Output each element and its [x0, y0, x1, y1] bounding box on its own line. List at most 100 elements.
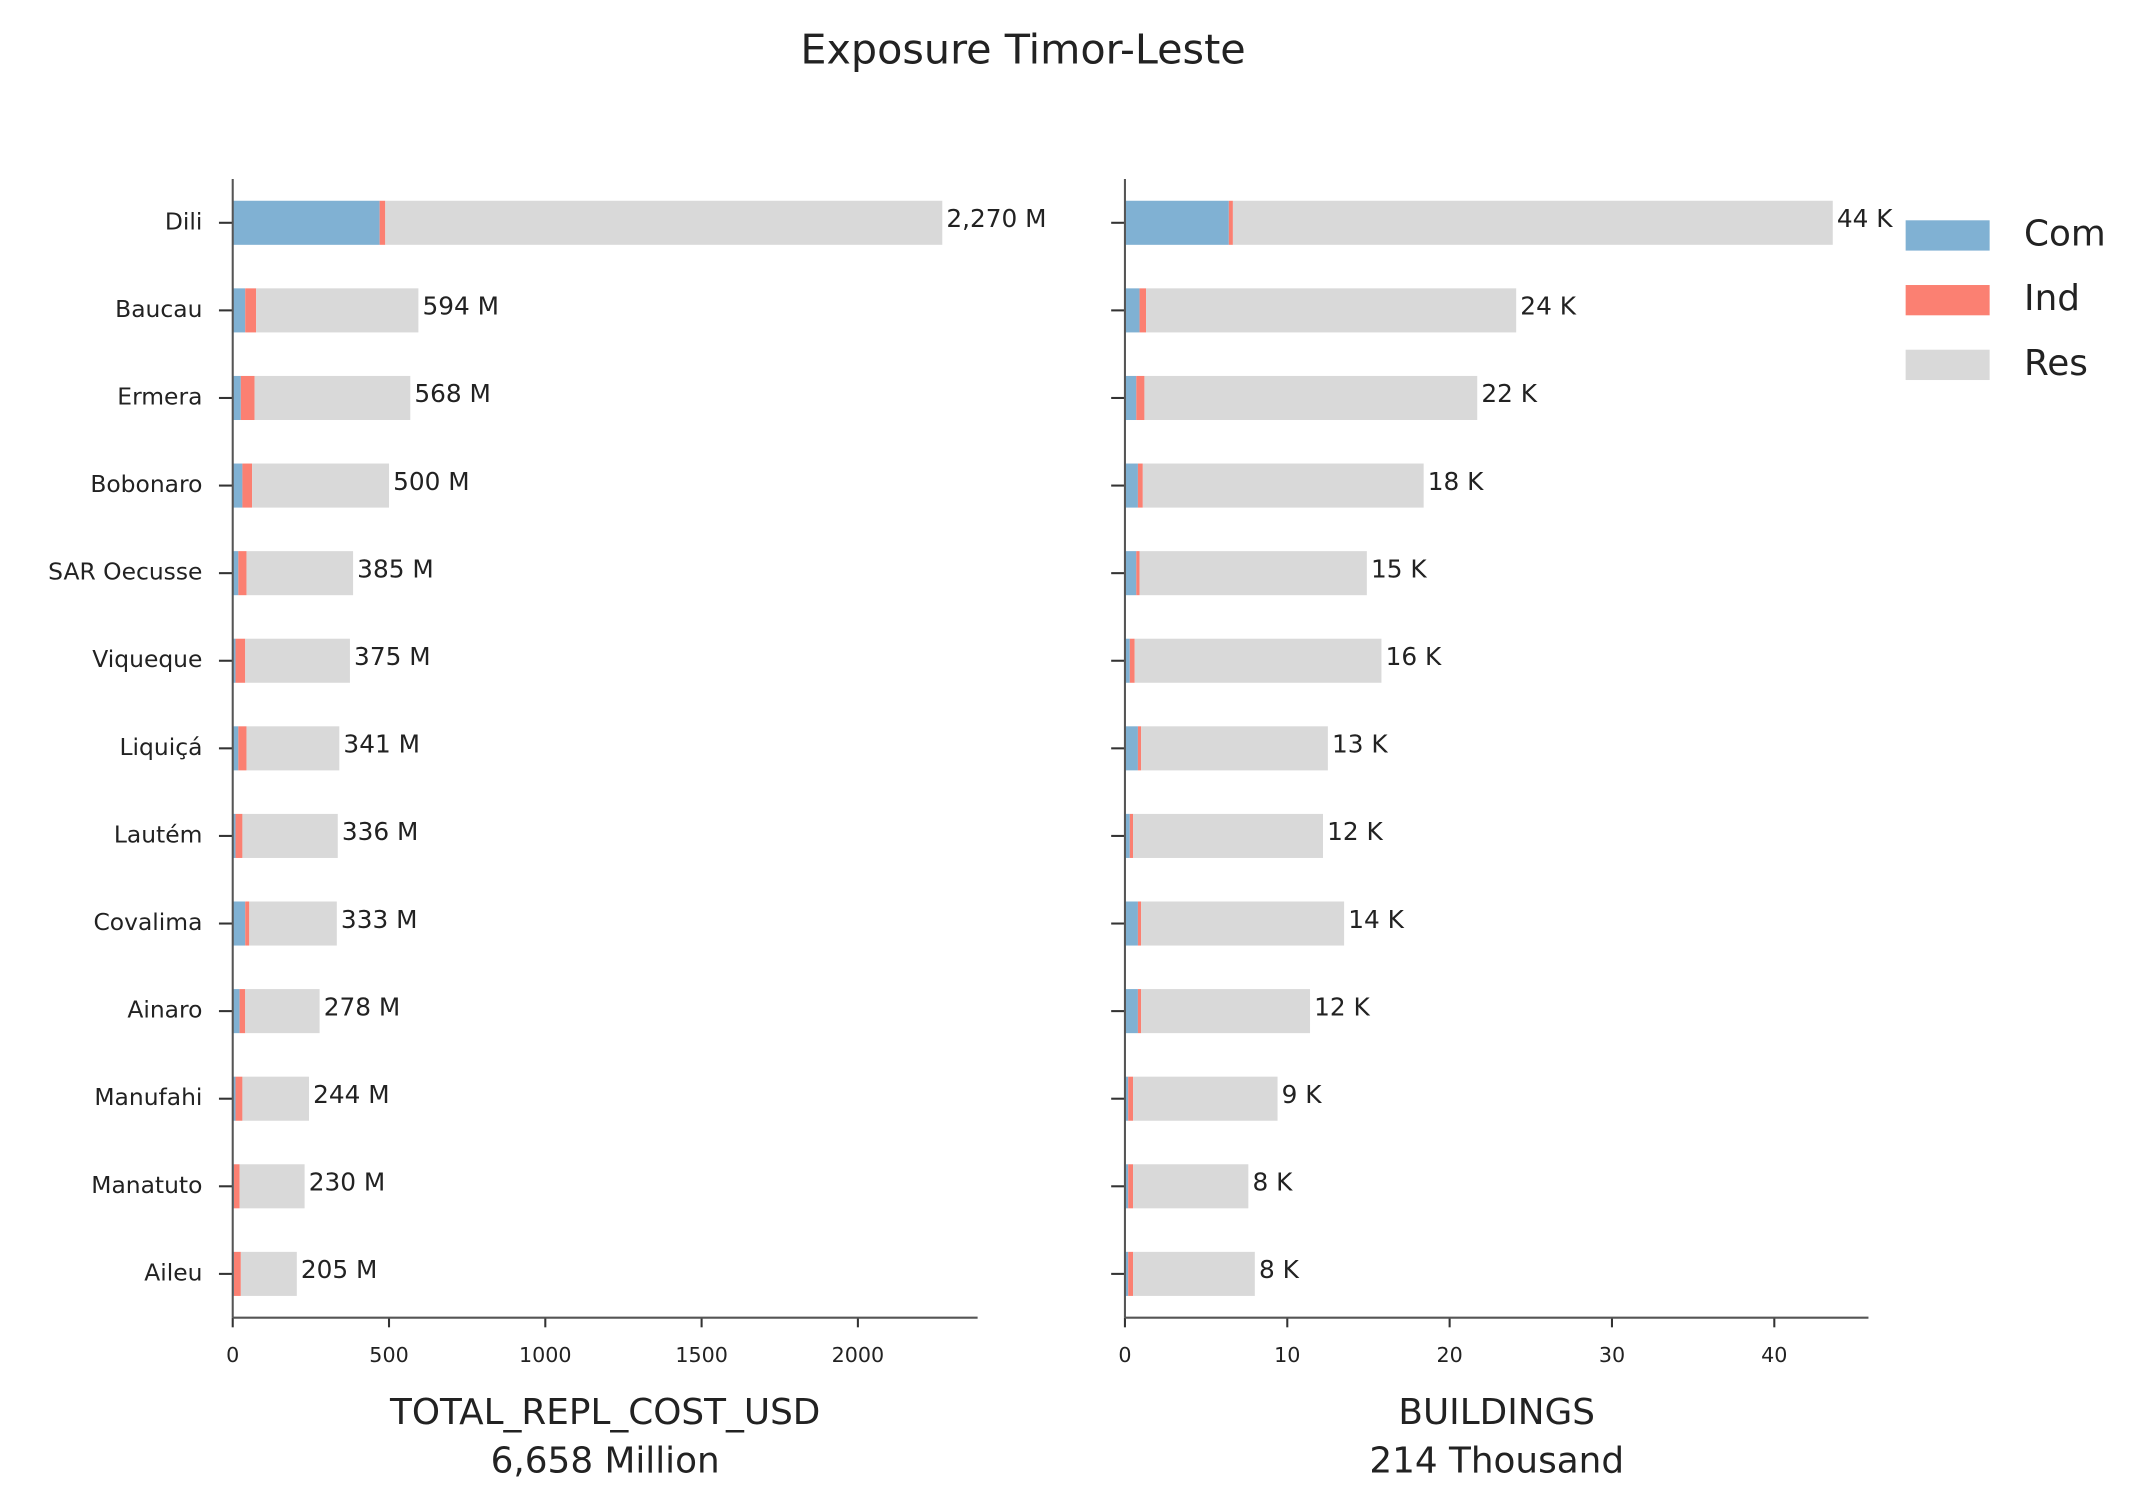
bar-segment: [242, 1076, 309, 1121]
legend-swatch: [1905, 285, 1990, 316]
bar-segment: [245, 989, 320, 1034]
y-tick-label: Lautém: [114, 820, 203, 848]
x-axis-label: TOTAL_REPL_COST_USD: [389, 1392, 820, 1433]
bar-segment: [232, 288, 246, 333]
y-tick-label: Aileu: [144, 1258, 202, 1286]
x-tick-label: 2000: [832, 1343, 885, 1367]
bar-segment: [232, 375, 241, 421]
bar-segment: [1124, 288, 1140, 333]
value-label: 385 M: [357, 554, 434, 583]
bar-segment: [1124, 551, 1137, 596]
bar-segment: [246, 726, 340, 771]
y-tick-label: Manufahi: [94, 1083, 202, 1111]
bar-segment: [1124, 200, 1229, 245]
bar-segment: [232, 200, 380, 245]
bar-segment: [233, 1251, 241, 1296]
bar-segment: [1133, 1164, 1249, 1209]
bar-segment: [232, 989, 240, 1034]
value-label: 44 K: [1837, 204, 1893, 233]
legend-label: Res: [2024, 343, 2088, 384]
bar-segment: [232, 463, 243, 508]
bar-segment: [1134, 638, 1382, 683]
bar-segment: [245, 901, 250, 946]
bar-segment: [1146, 288, 1517, 333]
bar-segment: [1141, 726, 1328, 771]
bar-segment: [1124, 1251, 1129, 1296]
bar-segment: [239, 989, 246, 1034]
value-label: 16 K: [1386, 642, 1442, 671]
value-label: 244 M: [313, 1080, 390, 1109]
value-label: 18 K: [1428, 467, 1484, 496]
value-label: 8 K: [1252, 1168, 1293, 1197]
bar-segment: [1124, 638, 1130, 683]
bar-segment: [246, 551, 354, 596]
bar-segment: [1128, 1076, 1134, 1121]
value-label: 8 K: [1259, 1255, 1300, 1284]
legend-swatch: [1905, 349, 1990, 381]
bar-segment: [240, 1251, 297, 1296]
bar-segment: [1137, 989, 1142, 1034]
chart-title: Exposure Timor-Leste: [800, 25, 1245, 73]
value-label: 568 M: [414, 379, 491, 408]
legend-label: Ind: [2024, 278, 2080, 319]
x-tick-label: 1500: [675, 1343, 728, 1367]
value-label: 22 K: [1481, 379, 1537, 408]
bar-segment: [249, 901, 337, 946]
bar-segment: [235, 1076, 243, 1121]
y-tick-label: Ermera: [117, 382, 202, 410]
y-tick-label: Covalima: [93, 908, 202, 936]
bar-segment: [379, 200, 386, 245]
value-label: 375 M: [354, 642, 431, 671]
y-tick-label: Manatuto: [91, 1171, 202, 1199]
x-axis-sublabel: 214 Thousand: [1369, 1440, 1624, 1481]
x-tick-label: 10: [1274, 1343, 1300, 1367]
x-tick-label: 0: [1118, 1343, 1131, 1367]
y-tick-label: Dili: [165, 207, 203, 235]
value-label: 12 K: [1314, 992, 1370, 1021]
bar-segment: [1124, 1076, 1129, 1121]
bar-segment: [238, 551, 247, 596]
bar-segment: [1128, 1251, 1134, 1296]
bar-segment: [1139, 551, 1367, 596]
bar-segment: [242, 463, 253, 508]
bar-segment: [1144, 375, 1478, 421]
y-tick-label: Viqueque: [92, 645, 202, 673]
bar-segment: [1137, 463, 1143, 508]
bar-segment: [1232, 200, 1833, 245]
bar-segment: [1124, 726, 1138, 771]
legend-label: Com: [2024, 213, 2106, 254]
bar-segment: [1124, 463, 1138, 508]
bar-segment: [385, 200, 943, 245]
value-label: 594 M: [423, 292, 500, 321]
value-label: 205 M: [301, 1255, 378, 1284]
value-label: 333 M: [341, 905, 418, 934]
x-tick-label: 20: [1436, 1343, 1462, 1367]
bar-segment: [232, 551, 239, 596]
value-label: 500 M: [393, 467, 470, 496]
y-tick-label: Bobonaro: [90, 470, 202, 498]
bar-segment: [232, 638, 236, 683]
x-tick-label: 40: [1761, 1343, 1787, 1367]
bar-segment: [1141, 989, 1311, 1034]
bar-segment: [1128, 1164, 1134, 1209]
bar-segment: [235, 638, 246, 683]
value-label: 2,270 M: [946, 204, 1046, 233]
bar-segment: [1133, 1076, 1278, 1121]
bar-segment: [1133, 1251, 1255, 1296]
bar-segment: [1133, 813, 1324, 858]
bar-segment: [1136, 551, 1140, 596]
bar-segment: [1228, 200, 1233, 245]
bar-segment: [232, 726, 239, 771]
bar-segment: [232, 813, 236, 858]
bar-segment: [1124, 1164, 1129, 1209]
bar-segment: [1129, 813, 1134, 858]
bar-segment: [232, 901, 246, 946]
bar-segment: [1124, 813, 1130, 858]
bar-segment: [1129, 638, 1135, 683]
bar-segment: [233, 1164, 240, 1209]
x-tick-label: 0: [226, 1343, 239, 1367]
legend-swatch: [1905, 220, 1990, 251]
value-label: 12 K: [1327, 817, 1383, 846]
value-label: 15 K: [1371, 554, 1427, 583]
